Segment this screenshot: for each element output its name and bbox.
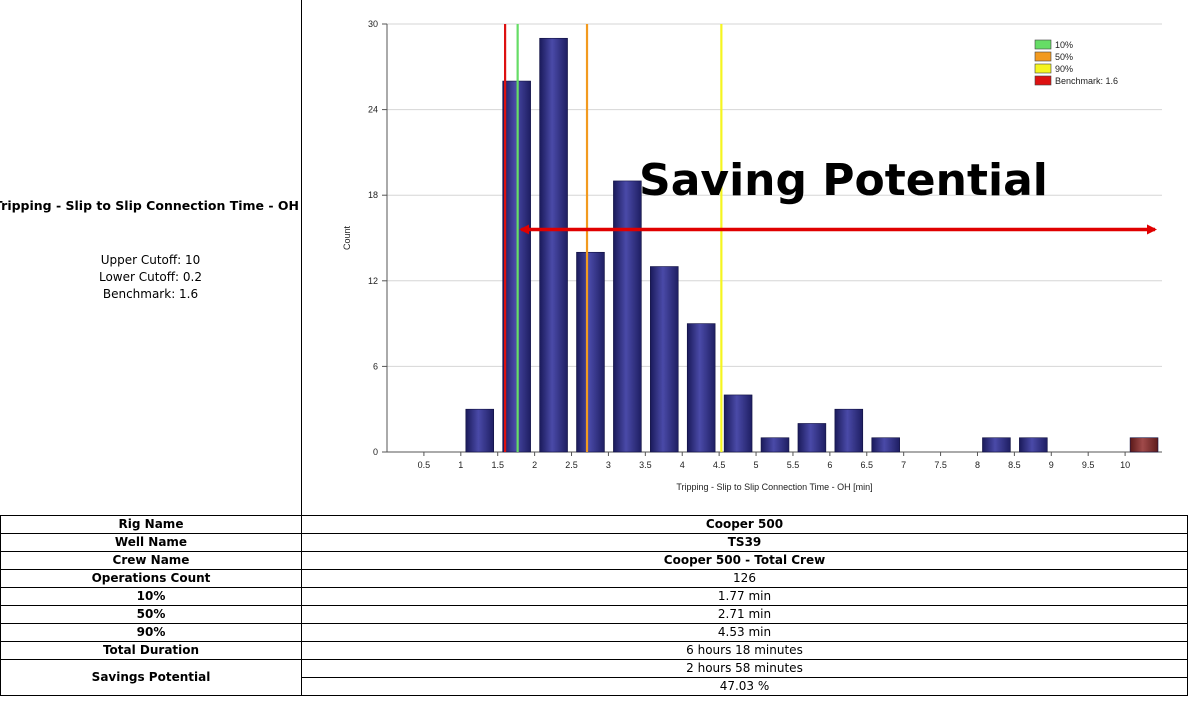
- histogram-bar: [576, 251, 605, 453]
- x-tick-label: 6: [827, 460, 832, 470]
- table-row: 47.03 %: [1, 677, 1188, 696]
- legend-swatch: [1034, 39, 1052, 50]
- table-row: Operations Count 126: [0, 569, 1188, 588]
- x-tick-label: 3.5: [639, 460, 652, 470]
- x-tick-label: 8: [975, 460, 980, 470]
- metric-info-panel: Tripping - Slip to Slip Connection Time …: [0, 0, 302, 515]
- histogram-bar: [686, 323, 716, 453]
- row-label: 50%: [0, 605, 302, 624]
- row-value: TS39: [301, 533, 1188, 552]
- row-value: Cooper 500 - Total Crew: [301, 551, 1188, 570]
- legend-swatch: [1034, 75, 1052, 86]
- row-label: 90%: [0, 623, 302, 642]
- x-tick-label: 8.5: [1008, 460, 1021, 470]
- row-value: Cooper 500: [301, 515, 1188, 534]
- x-tick-label: 9.5: [1082, 460, 1095, 470]
- histogram-bar: [723, 394, 753, 453]
- legend-label: 10%: [1055, 40, 1073, 50]
- x-tick-label: 9: [1049, 460, 1054, 470]
- table-row: 50% 2.71 min: [0, 605, 1188, 624]
- legend-label: Benchmark: 1.6: [1055, 76, 1118, 86]
- histogram-bar: [797, 423, 827, 453]
- table-row: Rig Name Cooper 500: [0, 515, 1188, 534]
- x-tick-label: 4: [680, 460, 685, 470]
- savings-potential-value: 2 hours 58 minutes: [301, 659, 1188, 678]
- y-tick-label: 12: [368, 276, 378, 286]
- row-label: Well Name: [0, 533, 302, 552]
- x-tick-label: 5: [754, 460, 759, 470]
- row-label: Crew Name: [0, 551, 302, 570]
- upper-cutoff: Upper Cutoff: 10: [100, 253, 201, 267]
- histogram-bar: [871, 437, 900, 453]
- summary-table: Rig Name Cooper 500 Well Name TS39 Crew Name…: [0, 515, 1188, 696]
- row-label: 10%: [0, 587, 302, 606]
- y-tick-label: 30: [368, 19, 378, 29]
- histogram-bar: [1129, 437, 1159, 453]
- x-tick-label: 1.5: [491, 460, 504, 470]
- metric-title: Tripping - Slip to Slip Connection Time …: [0, 198, 300, 213]
- x-tick-label: 10: [1120, 460, 1130, 470]
- x-tick-label: 5.5: [787, 460, 800, 470]
- x-tick-label: 2: [532, 460, 537, 470]
- row-label: Rig Name: [0, 515, 302, 534]
- saving-potential-annotation: Saving Potential: [639, 155, 1048, 206]
- table-row: Total Duration 6 hours 18 minutes: [0, 641, 1188, 660]
- row-value: 1.77 min: [301, 587, 1188, 606]
- table-row: 90% 4.53 min: [0, 623, 1188, 642]
- row-value: 2.71 min: [301, 605, 1188, 624]
- histogram-bar: [834, 408, 864, 453]
- y-tick-label: 6: [373, 361, 378, 371]
- table-row: 10% 1.77 min: [0, 587, 1188, 606]
- row-label: Operations Count: [0, 569, 302, 588]
- x-tick-label: 6.5: [861, 460, 874, 470]
- x-tick-label: 3: [606, 460, 611, 470]
- histogram-bar: [539, 37, 568, 453]
- x-tick-label: 7: [901, 460, 906, 470]
- y-tick-label: 24: [368, 105, 378, 115]
- x-tick-label: 4.5: [713, 460, 726, 470]
- x-axis-label: Tripping - Slip to Slip Connection Time …: [676, 482, 872, 492]
- y-tick-label: 18: [368, 190, 378, 200]
- legend-swatch: [1034, 51, 1052, 62]
- histogram-bar: [650, 266, 679, 453]
- row-value: 126: [301, 569, 1188, 588]
- legend-label: 50%: [1055, 52, 1073, 62]
- legend-label: 90%: [1055, 64, 1073, 74]
- benchmark-value: Benchmark: 1.6: [102, 287, 199, 301]
- histogram-bar: [760, 437, 790, 453]
- table-row: Well Name TS39: [0, 533, 1188, 552]
- lower-cutoff: Lower Cutoff: 0.2: [98, 270, 202, 284]
- row-value: 4.53 min: [301, 623, 1188, 642]
- y-axis-label: Count: [342, 226, 352, 251]
- savings-potential-label: Savings Potential: [0, 659, 302, 696]
- savings-potential-value: 47.03 %: [301, 677, 1188, 696]
- table-row: Crew Name Cooper 500 - Total Crew: [0, 551, 1188, 570]
- histogram-bar: [613, 180, 642, 453]
- histogram-bar: [1019, 437, 1048, 453]
- y-tick-label: 0: [373, 447, 378, 457]
- report-top: Tripping - Slip to Slip Connection Time …: [0, 0, 1162, 515]
- histogram-bar: [465, 408, 495, 453]
- x-tick-label: 1: [458, 460, 463, 470]
- histogram-bar: [982, 437, 1011, 453]
- histogram-chart: 0 6 12 18 24 30 0.5 1 1.5 2 2.5 3 3.5 4 4.5 5 5.5 6 6.5 7 7.…: [342, 19, 1162, 492]
- x-tick-label: 7.5: [934, 460, 947, 470]
- row-value: 6 hours 18 minutes: [301, 641, 1188, 660]
- row-label: Total Duration: [0, 641, 302, 660]
- x-tick-label: 0.5: [418, 460, 431, 470]
- table-row: Savings Potential 2 hours 58 minutes: [0, 659, 1188, 696]
- legend-swatch: [1034, 63, 1052, 74]
- x-tick-label: 2.5: [565, 460, 578, 470]
